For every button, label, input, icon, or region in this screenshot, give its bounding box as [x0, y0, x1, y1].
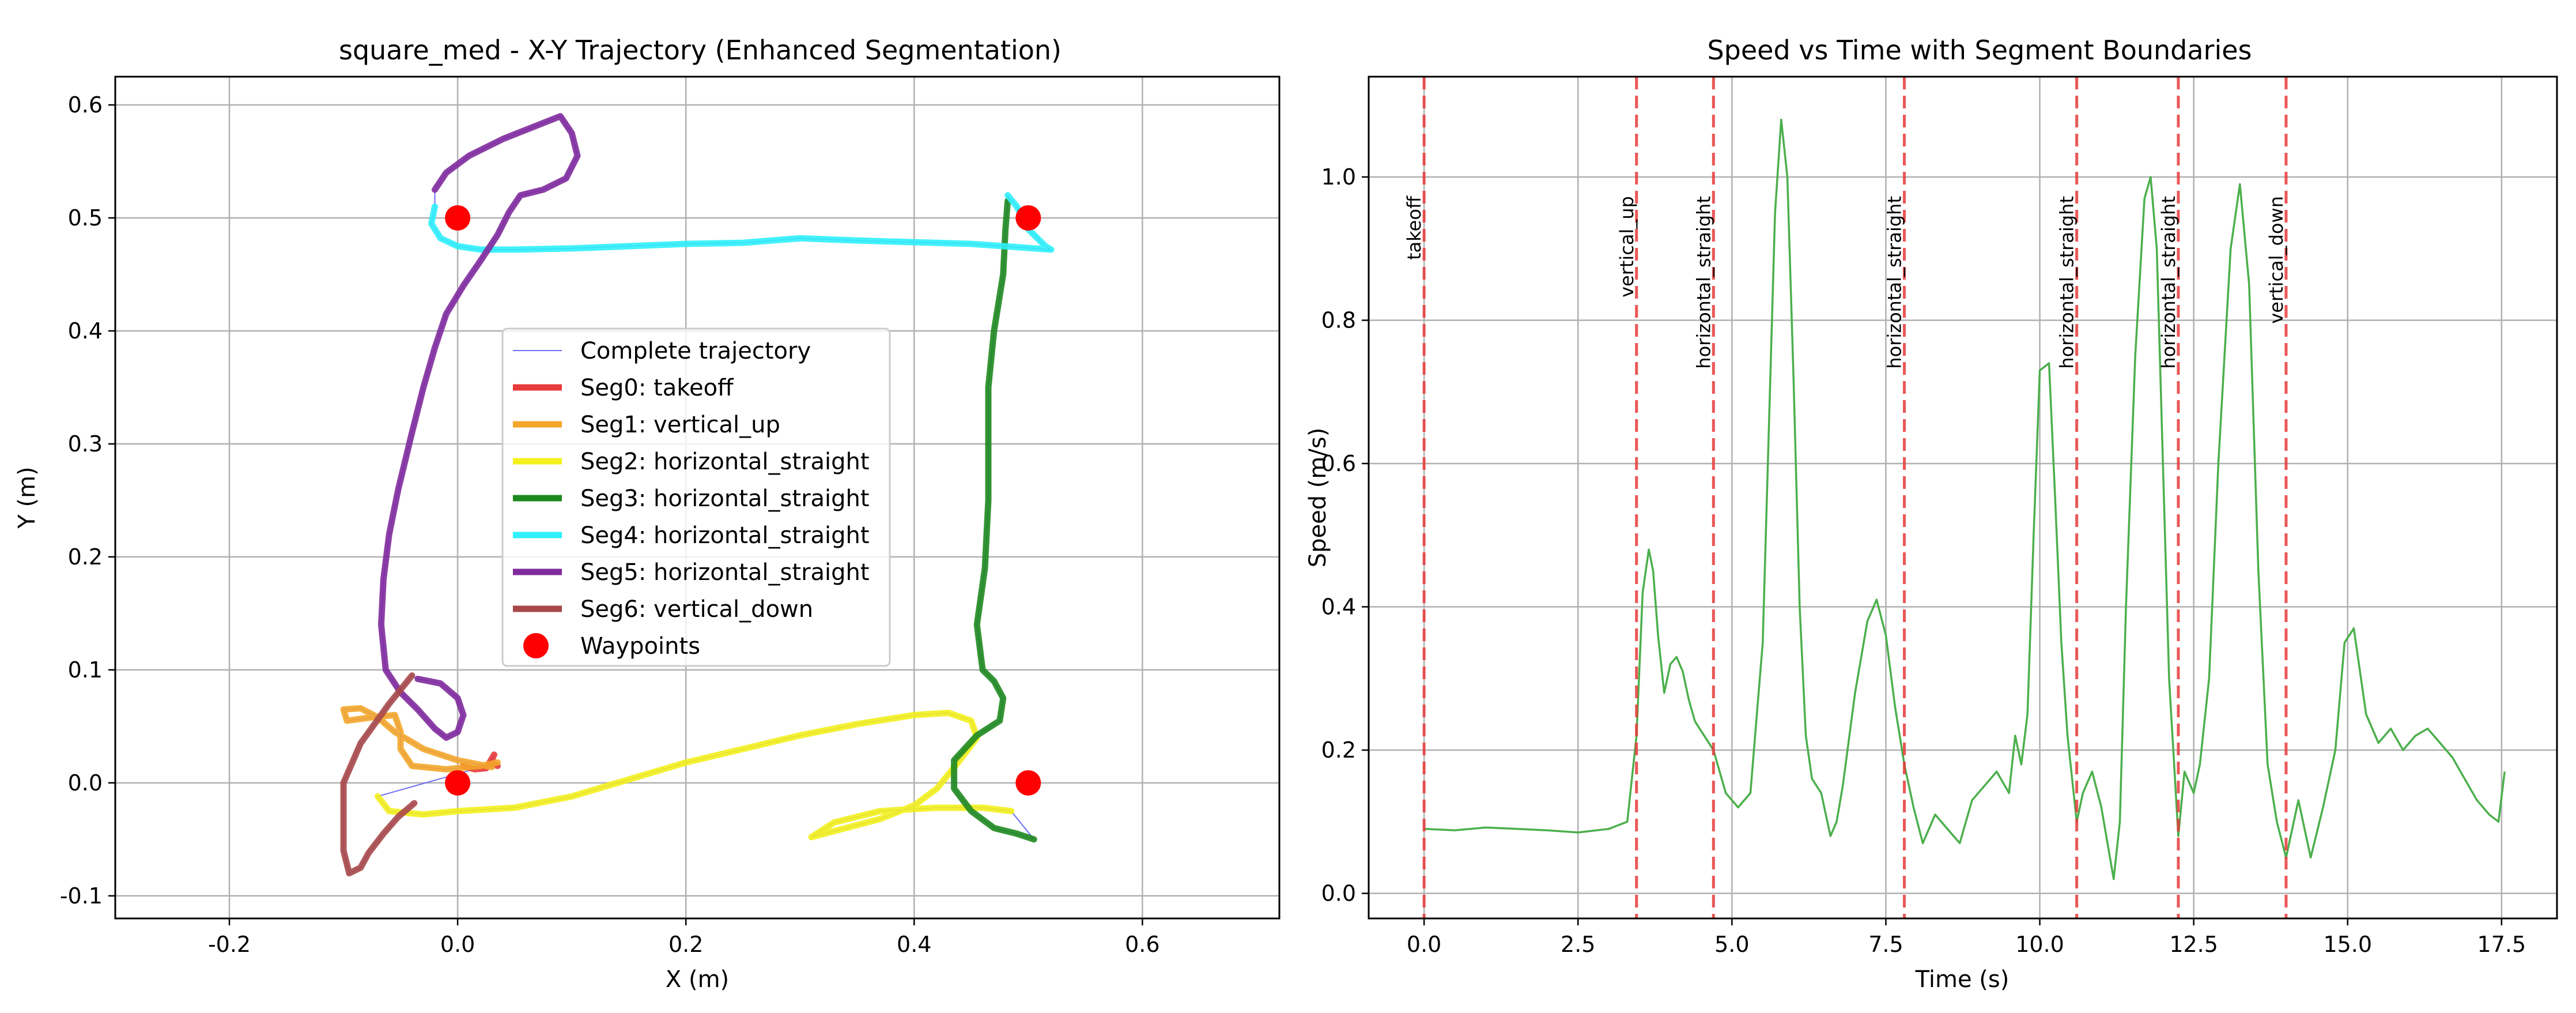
chart-title: Speed vs Time with Segment Boundaries — [1707, 35, 2252, 66]
speed-time-chart: Speed vs Time with Segment Boundaries ta… — [1305, 35, 2558, 993]
y-tick-label: 0.8 — [1321, 307, 1356, 333]
legend-label: Waypoints — [580, 633, 700, 660]
speed-line — [1424, 118, 2506, 880]
segment-line-5 — [377, 113, 581, 741]
x-tick-label: 17.5 — [2477, 932, 2526, 957]
y-tick-label: 0.6 — [68, 92, 103, 118]
y-tick-label: 0.6 — [1321, 451, 1356, 476]
x-tick-label: 5.0 — [1714, 932, 1749, 957]
x-tick-label: -0.2 — [208, 932, 251, 957]
x-tick-label: 0.0 — [440, 932, 475, 957]
y-tick-label: 0.0 — [68, 770, 103, 796]
x-tick-label: 0.0 — [1407, 932, 1441, 957]
legend-label: Seg2: horizontal_straight — [580, 449, 870, 475]
legend-label: Seg4: horizontal_straight — [580, 522, 870, 549]
tick-labels: 0.0 2.5 5.0 7.5 10.0 12.5 15.0 17.5 0.0 0.2 0.4 0.6… — [1321, 164, 2526, 957]
y-tick-label: 0.2 — [68, 544, 103, 570]
x-tick-label: 12.5 — [2169, 932, 2218, 957]
segment-boundary-label: horizontal_straight — [1693, 196, 1714, 369]
x-tick-label: 7.5 — [1868, 932, 1903, 957]
waypoint-marker — [445, 770, 471, 796]
xy-trajectory-chart: square_med - X-Y Trajectory (Enhanced Se… — [14, 35, 1281, 993]
segment-boundaries: takeoff vertical_up horizontal_straight hor… — [1403, 77, 2288, 918]
y-tick-label: 0.2 — [1321, 737, 1356, 763]
x-axis-label: X (m) — [666, 966, 729, 993]
y-tick-label: -0.1 — [60, 883, 103, 909]
legend-box — [501, 327, 891, 667]
legend-label: Seg5: horizontal_straight — [580, 559, 870, 586]
y-tick-label: 0.3 — [68, 431, 103, 457]
segment-boundary-label: horizontal_straight — [2056, 196, 2078, 369]
segment-line-3 — [951, 198, 1037, 843]
legend-label: Seg3: horizontal_straight — [580, 485, 870, 512]
tick-labels: -0.2 0.0 0.2 0.4 0.6 -0.1 0.0 0.1 0.2 0.3 0.4 0.5 0.… — [60, 92, 1160, 957]
legend-label: Seg0: takeoff — [580, 375, 734, 401]
y-tick-label: 1.0 — [1321, 164, 1356, 190]
y-tick-label: 0.4 — [68, 318, 103, 344]
x-tick-label: 0.4 — [897, 932, 931, 957]
series-group — [340, 113, 1055, 877]
plot-frame — [1368, 76, 2558, 920]
y-tick-label: 0.0 — [1321, 881, 1356, 906]
x-tick-label: 10.0 — [2015, 932, 2064, 957]
waypoints-group — [445, 205, 1041, 796]
segment-boundary-label: vertical_down — [2265, 196, 2287, 324]
y-tick-label: 0.1 — [68, 657, 103, 683]
x-tick-label: 15.0 — [2323, 932, 2372, 957]
segment-line-6 — [340, 672, 418, 877]
waypoint-marker — [445, 205, 471, 231]
y-axis-label: Speed (m/s) — [1305, 428, 1331, 568]
segment-boundary-label: horizontal_straight — [2158, 196, 2180, 369]
x-tick-label: 0.2 — [668, 932, 703, 957]
chart-title: square_med - X-Y Trajectory (Enhanced Se… — [339, 35, 1062, 66]
y-tick-label: 0.4 — [1321, 594, 1356, 619]
legend-swatch — [523, 633, 549, 658]
legend-label: Seg1: vertical_up — [580, 412, 780, 438]
x-axis-label: Time (s) — [1915, 966, 2010, 993]
y-axis-label: Y (m) — [14, 466, 40, 529]
segment-boundary-label: vertical_up — [1616, 196, 1638, 298]
x-tick-label: 2.5 — [1561, 932, 1595, 957]
waypoint-marker — [1015, 205, 1041, 231]
segment-line-1 — [340, 705, 501, 773]
legend: Complete trajectory Seg0: takeoff Seg1: ve… — [501, 327, 891, 667]
waypoint-marker — [1015, 770, 1041, 796]
segment-line-4 — [428, 192, 1055, 253]
legend-label: Seg6: vertical_down — [580, 596, 813, 623]
segment-boundary-label: horizontal_straight — [1884, 196, 1906, 369]
y-tick-label: 0.5 — [68, 205, 103, 231]
grid — [1369, 77, 2557, 918]
x-tick-label: 0.6 — [1125, 932, 1159, 957]
segment-boundary-label: takeoff — [1403, 195, 1425, 260]
segment-line-2 — [374, 709, 1015, 841]
series-group — [1424, 118, 2506, 880]
legend-label: Complete trajectory — [580, 338, 811, 364]
plot-frame — [114, 76, 1281, 920]
